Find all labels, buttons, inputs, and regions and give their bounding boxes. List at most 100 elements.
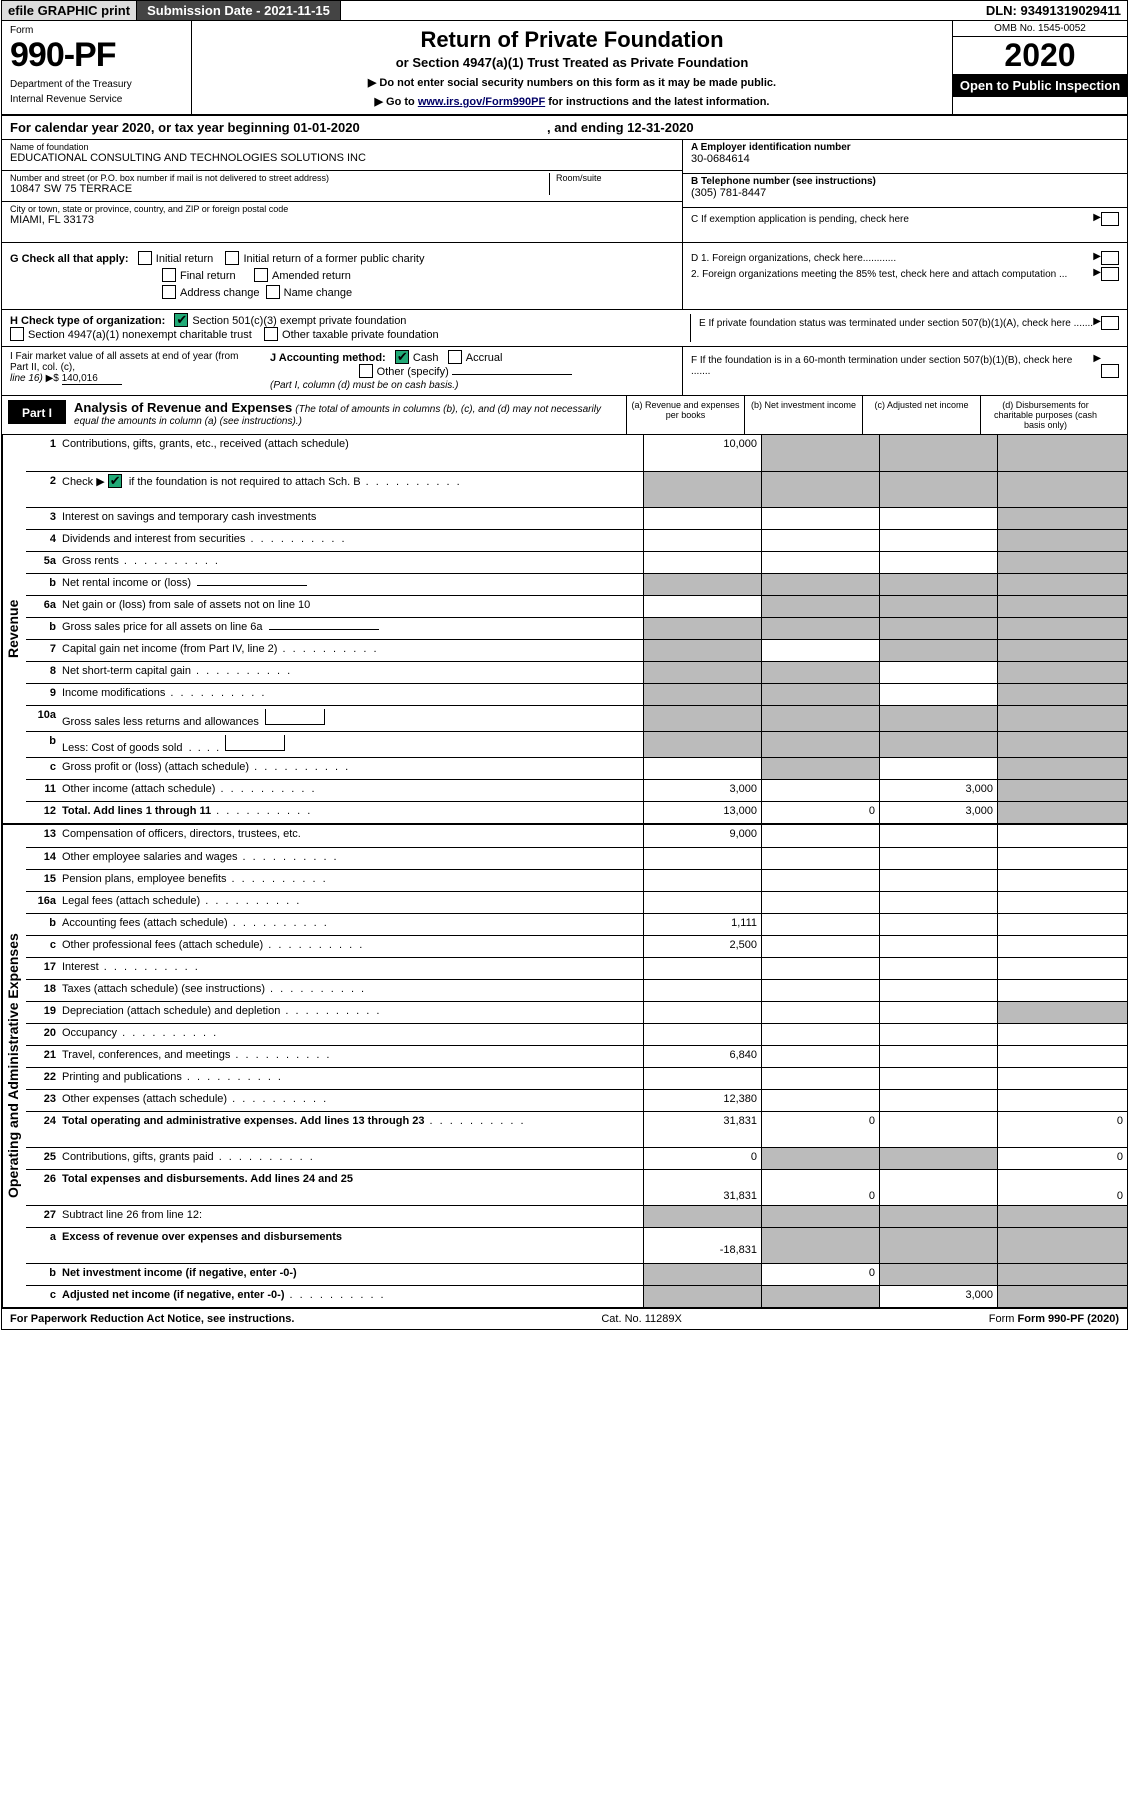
c1a: 10,000 <box>643 435 761 471</box>
ln-26: 26 <box>26 1170 60 1205</box>
phone-value: (305) 781-8447 <box>691 187 1119 199</box>
i-line16: line 16) <box>10 373 43 384</box>
txt-18: Taxes (attach schedule) (see instruction… <box>60 980 643 1001</box>
txt-16a: Legal fees (attach schedule) <box>60 892 643 913</box>
c20d <box>997 1024 1127 1045</box>
g-label: G Check all that apply: <box>10 253 129 265</box>
inset-5b <box>197 585 307 586</box>
j-cash: Cash <box>413 352 439 364</box>
calendar-year-row: For calendar year 2020, or tax year begi… <box>2 116 1127 140</box>
txt-24: Total operating and administrative expen… <box>60 1112 643 1147</box>
inset-6b <box>269 629 379 630</box>
cb-cash[interactable] <box>395 350 409 364</box>
street-col: Number and street (or P.O. box number if… <box>10 173 550 195</box>
txt-19s: Depreciation (attach schedule) and deple… <box>62 1005 280 1017</box>
c6ad <box>997 596 1127 617</box>
room-label: Room/suite <box>556 173 602 183</box>
d-right: D 1. Foreign organizations, check here..… <box>682 243 1127 309</box>
cb-f[interactable] <box>1101 364 1119 378</box>
cb-initial-pc[interactable] <box>225 251 239 265</box>
c7a <box>643 640 761 661</box>
txt-14s: Other employee salaries and wages <box>62 851 237 863</box>
ln-3: 3 <box>26 508 60 529</box>
cb-4947[interactable] <box>10 327 24 341</box>
h-row: H Check type of organization: Section 50… <box>2 310 1127 347</box>
c19b <box>761 1002 879 1023</box>
h-opt3: Other taxable private foundation <box>282 329 439 341</box>
f-block: F If the foundation is in a 60-month ter… <box>682 347 1127 395</box>
g-label-row: G Check all that apply: Initial return I… <box>10 252 674 266</box>
h-right: E If private foundation status was termi… <box>690 314 1119 342</box>
cb-other-tax[interactable] <box>264 327 278 341</box>
ln-10c: c <box>26 758 60 779</box>
c14a <box>643 848 761 869</box>
txt-13: Compensation of officers, directors, tru… <box>60 825 643 847</box>
phone-row: B Telephone number (see instructions) (3… <box>683 174 1127 208</box>
g-row2: Final return Amended return <box>10 269 674 283</box>
c4a <box>643 530 761 551</box>
city-row: City or town, state or province, country… <box>2 202 682 232</box>
c19d <box>997 1002 1127 1023</box>
j-other: Other (specify) <box>377 366 449 378</box>
h-label: H Check type of organization: <box>10 315 165 327</box>
cb-d1[interactable] <box>1101 251 1119 265</box>
name-row: Name of foundation EDUCATIONAL CONSULTIN… <box>2 140 682 171</box>
cb-e[interactable] <box>1101 316 1119 330</box>
cb-schb[interactable] <box>108 474 122 488</box>
ln-19: 19 <box>26 1002 60 1023</box>
ln-27a: a <box>26 1228 60 1263</box>
efile-label: efile GRAPHIC print <box>2 1 137 20</box>
txt-21s: Travel, conferences, and meetings <box>62 1049 230 1061</box>
ln-11: 11 <box>26 780 60 801</box>
txt-15s: Pension plans, employee benefits <box>62 873 227 885</box>
c10cc <box>879 758 997 779</box>
c13b <box>761 825 879 847</box>
c9c <box>879 684 997 705</box>
c16cd <box>997 936 1127 957</box>
cb-initial[interactable] <box>138 251 152 265</box>
col-a-hdr: (a) Revenue and expenses per books <box>626 396 744 434</box>
c5bc <box>879 574 997 595</box>
i-block: I Fair market value of all assets at end… <box>2 347 262 395</box>
c27d <box>997 1206 1127 1227</box>
c14d <box>997 848 1127 869</box>
c11d <box>997 780 1127 801</box>
txt-27a: Excess of revenue over expenses and disb… <box>60 1228 643 1263</box>
c8d <box>997 662 1127 683</box>
c16ab <box>761 892 879 913</box>
g-final: Final return <box>180 270 236 282</box>
cb-other-method[interactable] <box>359 364 373 378</box>
cb-namechg[interactable] <box>266 285 280 299</box>
c20a <box>643 1024 761 1045</box>
c21c <box>879 1046 997 1067</box>
form-title: Return of Private Foundation <box>200 27 944 53</box>
cb-amended[interactable] <box>254 268 268 282</box>
cb-accrual[interactable] <box>448 350 462 364</box>
c12a: 13,000 <box>643 802 761 823</box>
c9d <box>997 684 1127 705</box>
c27cc: 3,000 <box>879 1286 997 1307</box>
c10bb <box>761 732 879 757</box>
ln-27b: b <box>26 1264 60 1285</box>
entity-right: A Employer identification number 30-0684… <box>682 140 1127 242</box>
h-opt2: Section 4947(a)(1) nonexempt charitable … <box>28 329 252 341</box>
i-label: I Fair market value of all assets at end… <box>10 351 238 373</box>
txt-27bs: Net investment income (if negative, ente… <box>62 1267 297 1279</box>
cb-addrchg[interactable] <box>162 285 176 299</box>
c5bb <box>761 574 879 595</box>
ln-23: 23 <box>26 1090 60 1111</box>
e-label: E If private foundation status was termi… <box>699 318 1093 329</box>
txt-4s: Dividends and interest from securities <box>62 533 245 545</box>
irs-link[interactable]: www.irs.gov/Form990PF <box>418 96 545 108</box>
cb-final[interactable] <box>162 268 176 282</box>
ln-16c: c <box>26 936 60 957</box>
h-opt1: Section 501(c)(3) exempt private foundat… <box>192 315 406 327</box>
exemption-checkbox[interactable] <box>1101 212 1119 226</box>
c22a <box>643 1068 761 1089</box>
d1-label: D 1. Foreign organizations, check here..… <box>691 253 896 264</box>
c16ba: 1,111 <box>643 914 761 935</box>
ln-4: 4 <box>26 530 60 551</box>
cb-501c3[interactable] <box>174 313 188 327</box>
c10ad <box>997 706 1127 731</box>
cb-d2[interactable] <box>1101 267 1119 281</box>
